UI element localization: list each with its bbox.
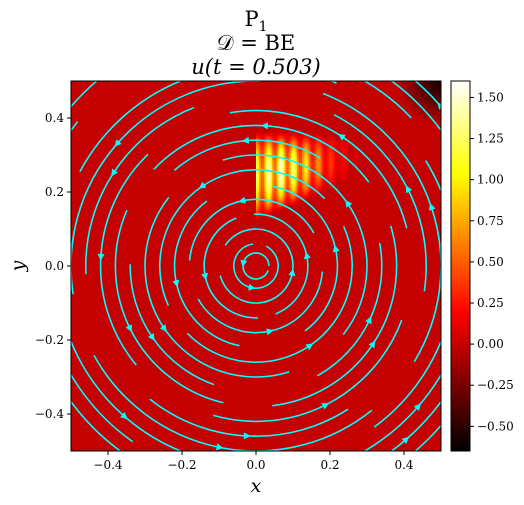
streamline-arrow [405, 185, 413, 194]
x-axis-ticks: −0.4 −0.2 0.0 0.2 0.4 [93, 451, 414, 472]
streamline-arrow [198, 181, 207, 189]
plot-area [23, 47, 441, 451]
streamline-arrow [241, 136, 250, 144]
streamline-arrow [365, 316, 372, 325]
streamline-arrow [125, 324, 132, 333]
streamline [414, 424, 441, 451]
y-tick-label: −0.2 [35, 333, 64, 347]
y-tick-label: 0.4 [45, 111, 64, 125]
streamline-arrow [97, 253, 105, 261]
y-axis-label: y [7, 260, 29, 272]
title-line-1: P [244, 7, 258, 31]
streamline-arrow [243, 432, 251, 440]
streamline-arrow [401, 436, 410, 445]
svg-text:P1: P1 [244, 7, 267, 35]
streamline-arrow [147, 333, 155, 341]
streamline-arrow [305, 343, 314, 351]
streamline-arrow [332, 244, 340, 253]
streamline-arrow [240, 259, 248, 268]
streamline-arrow [120, 411, 128, 420]
streamline-arrow [368, 340, 376, 349]
colorbar: −0.50 −0.25 0.00 0.25 0.50 0.75 1.00 1.25 1.50 [450, 80, 514, 452]
heatmap-corner-dark [71, 81, 441, 451]
streamline-arrow [215, 443, 224, 451]
x-tick-label: −0.2 [167, 458, 196, 472]
streamline [363, 81, 412, 119]
colorbar-ticks: −0.50 −0.25 0.00 0.25 0.50 0.75 1.00 1.25 1.50 [470, 90, 514, 433]
colorbar-tick-label: 1.00 [477, 173, 504, 187]
y-tick-label: 0.0 [45, 259, 64, 273]
streamline-arrow [321, 403, 330, 410]
streamline-arrow [23, 183, 30, 191]
colorbar-tick-label: 0.75 [477, 214, 504, 228]
chart-title: P1 𝒟 = BE u(t = 0.503) [191, 7, 320, 79]
x-tick-label: 0.0 [246, 458, 265, 472]
x-tick-label: −0.4 [93, 458, 123, 472]
streamline-arrow [288, 268, 296, 277]
colorbar-gradient [450, 80, 471, 452]
colorbar-tick-label: 0.25 [477, 296, 504, 310]
title-line-2: 𝒟 = BE [217, 31, 295, 55]
colorbar-tick-label: 1.25 [477, 132, 504, 146]
streamlines [23, 47, 441, 451]
title-line-3: u(t = 0.503) [191, 55, 320, 79]
x-tick-label: 0.4 [394, 458, 413, 472]
streamline-arrow [114, 139, 122, 147]
streamline-arrow [172, 279, 180, 288]
y-axis-ticks: −0.4 −0.2 0.0 0.2 0.4 [35, 111, 71, 421]
streamline-arrow [260, 122, 269, 130]
title-line-1-subscript: 1 [259, 19, 268, 35]
y-tick-label: 0.2 [45, 185, 64, 199]
streamline-arrow [345, 200, 353, 208]
colorbar-tick-label: −0.25 [477, 378, 514, 392]
streamline-arrow [238, 196, 246, 204]
colorbar-tick-label: −0.50 [477, 419, 514, 433]
streamline-arrow [303, 251, 311, 260]
streamline-arrow [27, 306, 34, 314]
colorbar-tick-label: 0.50 [477, 255, 504, 269]
streamline-arrow [159, 324, 167, 332]
streamline-arrow [266, 328, 274, 336]
streamline [71, 373, 134, 443]
colorbar-tick-label: 0.00 [477, 337, 504, 351]
streamline-arrow [327, 47, 335, 54]
streamline-arrow [248, 283, 256, 291]
x-tick-label: 0.2 [320, 458, 339, 472]
streamline-arrow [413, 403, 421, 411]
streamline-arrow [428, 203, 436, 211]
streamline-arrow [338, 133, 346, 141]
streamline [71, 121, 122, 451]
y-tick-label: −0.4 [35, 407, 65, 421]
streamline [79, 81, 337, 173]
x-axis-label: x [251, 475, 262, 497]
streamline-arrow [111, 168, 118, 177]
streamline [373, 160, 441, 428]
streamline-arrow [437, 102, 441, 110]
colorbar-tick-label: 1.50 [477, 90, 504, 104]
streamline-arrow [201, 272, 209, 281]
